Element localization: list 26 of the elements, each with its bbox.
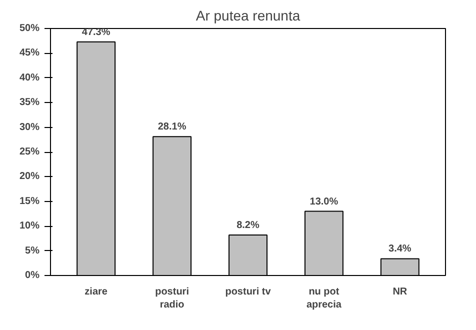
chart-title: Ar putea renunta: [196, 8, 300, 24]
y-tick-label: 30%: [19, 122, 40, 133]
bar: [152, 136, 192, 276]
bar: [76, 41, 116, 276]
y-tick-label: 5%: [25, 245, 40, 256]
y-tick-label: 10%: [19, 220, 40, 232]
y-tick-label: 0%: [25, 270, 40, 281]
y-tick-label: 35%: [19, 97, 40, 108]
data-label: 3.4%: [388, 244, 412, 255]
y-tick-label: 45%: [19, 48, 40, 59]
y-tick-label: 20%: [19, 171, 40, 182]
x-tick-label: ziare: [84, 286, 108, 298]
y-tick-label: 50%: [19, 23, 40, 34]
y-tick-label: 40%: [19, 72, 40, 84]
bar: [228, 234, 268, 276]
data-label: 8.2%: [236, 220, 260, 231]
x-tick-label: NR: [392, 286, 408, 298]
x-tick-label: posturi radio: [155, 286, 190, 311]
bar: [380, 258, 420, 276]
x-tick-label: nu pot aprecia: [306, 286, 342, 311]
data-label: 13.0%: [310, 196, 338, 208]
x-tick-label: posturi tv: [225, 286, 272, 298]
y-tick-label: 25%: [19, 146, 40, 158]
data-label: 28.1%: [158, 122, 186, 133]
bar: [304, 210, 344, 276]
y-tick-label: 15%: [19, 196, 40, 207]
